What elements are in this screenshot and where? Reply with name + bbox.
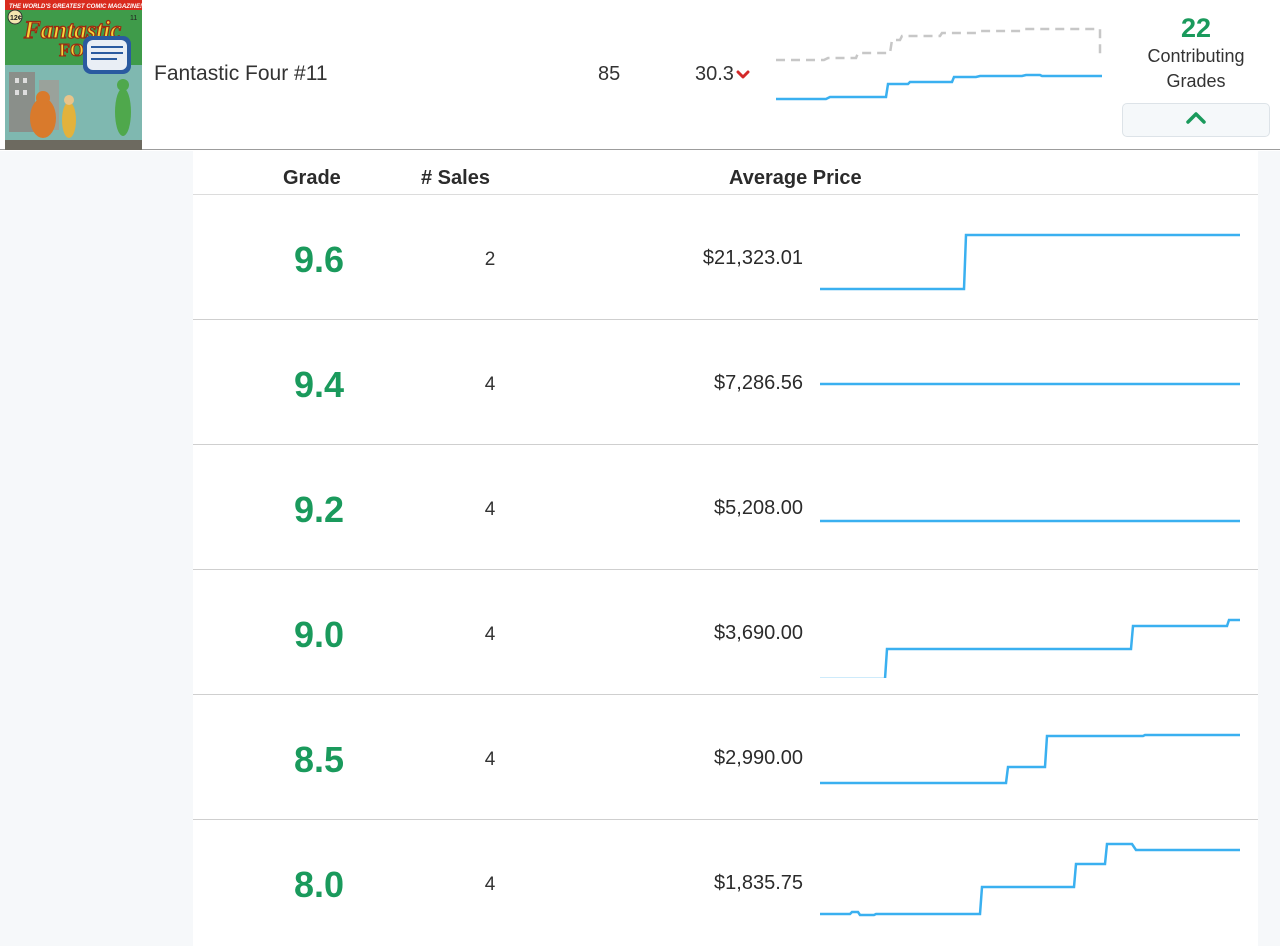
grade-price-sparkline <box>820 519 1240 523</box>
grade-table-header: Grade # Sales Average Price <box>193 151 1258 195</box>
contributing-grades: 22 Contributing Grades <box>1122 12 1270 94</box>
grade-average-price: $7,286.56 <box>714 372 803 394</box>
grade-average-price: $3,690.00 <box>714 622 803 644</box>
grade-row[interactable]: 8.0 4 $1,835.75 <box>193 820 1258 946</box>
grade-sales-count: 4 <box>484 749 496 770</box>
grade-value: 9.0 <box>293 614 345 655</box>
comic-title[interactable]: Fantastic Four #11 <box>154 62 328 85</box>
cover-logo-top: Fantastic <box>23 17 121 44</box>
grade-row[interactable]: 9.4 4 $7,286.56 <box>193 320 1258 445</box>
grade-row[interactable]: 9.0 4 $3,690.00 <box>193 570 1258 695</box>
grade-price-sparkline <box>820 618 1240 678</box>
grade-price-sparkline <box>820 233 1240 291</box>
grade-row[interactable]: 8.5 4 $2,990.00 <box>193 695 1258 820</box>
grade-price-sparkline <box>820 733 1240 785</box>
contributing-grades-label: Contributing Grades <box>1147 46 1245 91</box>
grade-breakdown-table: Grade # Sales Average Price 9.6 2 $21,32… <box>193 151 1258 946</box>
comic-cover-image[interactable]: THE WORLD'S GREATEST COMIC MAGAZINE! 12¢… <box>5 0 142 150</box>
comic-row[interactable]: THE WORLD'S GREATEST COMIC MAGAZINE! 12¢… <box>0 0 1280 150</box>
grade-price-sparkline <box>820 842 1240 917</box>
grade-row[interactable]: 9.6 2 $21,323.01 <box>193 195 1258 320</box>
grade-sales-count: 4 <box>484 499 496 520</box>
grade-sales-count: 4 <box>484 374 496 395</box>
cover-masthead: THE WORLD'S GREATEST COMIC MAGAZINE! <box>9 4 142 10</box>
chevron-down-icon <box>736 63 750 86</box>
trend-value: 30.3 <box>695 63 734 85</box>
grade-value: 9.2 <box>293 489 345 530</box>
grade-average-price: $5,208.00 <box>714 497 803 519</box>
grade-value: 8.0 <box>293 864 345 905</box>
grade-value: 9.4 <box>293 364 345 405</box>
grade-value: 9.6 <box>293 239 345 280</box>
collapse-grades-button[interactable] <box>1122 103 1270 137</box>
cover-price: 12¢ <box>10 15 22 22</box>
price-history-sparkline <box>776 27 1102 101</box>
chevron-up-icon <box>1185 111 1207 130</box>
trend-indicator: 30.3 <box>695 63 750 86</box>
grade-value: 8.5 <box>293 739 345 780</box>
grade-sales-count: 4 <box>484 624 496 645</box>
contributing-grades-count: 22 <box>1180 13 1212 43</box>
grade-row[interactable]: 9.2 4 $5,208.00 <box>193 445 1258 570</box>
cover-issue: 11 <box>130 15 137 22</box>
grade-average-price: $1,835.75 <box>714 872 803 894</box>
grade-average-price: $2,990.00 <box>714 747 803 769</box>
grade-average-price: $21,323.01 <box>702 247 803 269</box>
column-header-grade[interactable]: Grade <box>283 167 341 189</box>
grade-sales-count: 4 <box>484 874 496 895</box>
grade-sales-count: 2 <box>484 249 496 270</box>
column-header-sales[interactable]: # Sales <box>421 167 490 189</box>
column-header-average-price[interactable]: Average Price <box>729 167 862 189</box>
grade-price-sparkline <box>820 382 1240 386</box>
comic-score: 85 <box>598 63 621 85</box>
